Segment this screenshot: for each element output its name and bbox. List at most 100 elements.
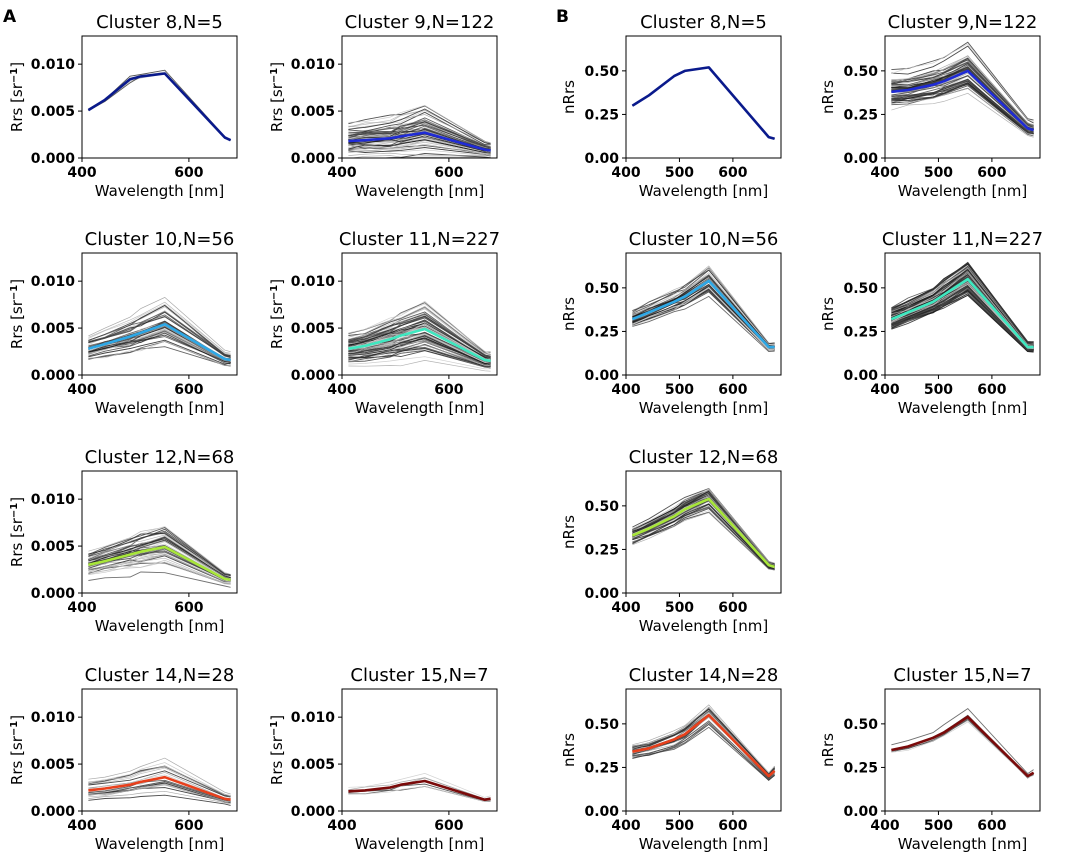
spectra-lines <box>631 265 775 352</box>
axes-frame <box>81 35 238 159</box>
mean-spectrum-line <box>891 715 1035 778</box>
mean-spectrum-line <box>348 779 491 802</box>
mean-spectrum-line <box>88 545 231 582</box>
spectrum-line <box>891 41 1034 121</box>
y-tick-label: 0.010 <box>291 57 336 73</box>
spectrum-line <box>348 139 491 154</box>
subplot-title: Cluster 10,N=56 <box>85 229 235 250</box>
spectrum-line <box>348 157 351 158</box>
x-tick-label: 600 <box>977 382 1006 398</box>
y-tick-label: 0.50 <box>584 281 619 297</box>
spectrum-line <box>88 539 231 579</box>
subplot-a-cluster-15: 400 600 0.000 0.005 0.010 Cluster 15,N=7 Wavel… <box>268 665 498 853</box>
x-tick-label: 400 <box>870 165 899 181</box>
x-axis-label: Wavelength [nm] <box>898 399 1028 417</box>
y-tick-label: 0.005 <box>291 757 335 773</box>
spectrum-line <box>632 707 775 775</box>
spectra-lines <box>632 704 776 782</box>
spectrum-line <box>88 540 231 579</box>
subplot-title: Cluster 15,N=7 <box>893 665 1031 686</box>
x-tick-label: 600 <box>174 165 203 181</box>
x-tick-label: 400 <box>870 818 899 834</box>
x-axis-label: Wavelength [nm] <box>95 399 225 417</box>
spectrum-line <box>632 67 775 140</box>
y-tick-label: 0.010 <box>291 710 336 726</box>
x-axis-label: Wavelength [nm] <box>355 835 485 853</box>
spectrum-line <box>348 307 491 357</box>
mean-spectrum-line <box>890 277 1034 349</box>
spectrum-line <box>632 505 775 569</box>
spectra-lines <box>891 708 1035 779</box>
spectrum-line <box>891 261 1034 344</box>
y-tick-label: 0.005 <box>31 321 75 337</box>
x-tick-label: 600 <box>434 382 463 398</box>
subplot-b-cluster-8: 400 500 600 0.00 0.25 0.50 Cluster 8,N=5 Wavele… <box>560 12 782 200</box>
mean-spectrum-line <box>632 713 776 778</box>
spectrum-line <box>88 73 231 141</box>
spectrum-line <box>348 141 491 155</box>
subplot-b-cluster-14: 400 500 600 0.00 0.25 0.50 Cluster 14,N=28 Wave… <box>560 665 782 853</box>
x-tick-label: 600 <box>174 382 203 398</box>
spectrum-line <box>348 786 491 802</box>
spectrum-line <box>632 67 775 140</box>
x-tick-label: 600 <box>174 600 203 616</box>
x-tick-label: 400 <box>67 818 96 834</box>
subplot-title: Cluster 9,N=122 <box>888 12 1038 33</box>
spectrum-line <box>348 121 491 148</box>
spectrum-line <box>632 503 775 570</box>
subplot-a-cluster-11: 400 600 0.000 0.005 0.010 Cluster 11,N=227 Wav… <box>268 229 500 417</box>
x-tick-label: 400 <box>327 818 356 834</box>
y-axis-label: nRrs <box>560 297 578 331</box>
y-axis-label: nRrs <box>819 297 837 331</box>
spectrum-line <box>891 57 1034 127</box>
x-tick-label: 400 <box>67 382 96 398</box>
y-tick-label: 0.50 <box>843 281 878 297</box>
y-tick-label: 0.00 <box>584 151 619 167</box>
y-tick-label: 0.25 <box>843 760 878 776</box>
y-tick-label: 0.25 <box>584 107 619 123</box>
subplot-title: Cluster 8,N=5 <box>96 12 223 33</box>
mean-spectrum-line <box>631 497 775 569</box>
y-axis-label: nRrs <box>560 80 578 114</box>
axes-frame <box>341 35 498 159</box>
spectra-lines <box>348 300 491 372</box>
spectrum-line <box>632 287 775 351</box>
spectrum-line <box>632 66 775 140</box>
spectrum-line <box>632 286 775 351</box>
spectrum-line <box>632 704 775 774</box>
x-tick-label: 400 <box>611 818 640 834</box>
spectrum-line <box>348 350 491 369</box>
x-tick-label: 600 <box>718 818 747 834</box>
y-tick-label: 0.50 <box>843 717 878 733</box>
spectrum-line <box>632 505 775 570</box>
spectrum-line <box>88 527 231 576</box>
spectra-lines <box>348 773 491 802</box>
spectrum-line <box>348 356 491 370</box>
y-axis-label: nRrs <box>560 515 578 549</box>
spectrum-line <box>88 538 231 579</box>
spectrum-line <box>891 294 1034 353</box>
spectrum-line <box>632 488 775 564</box>
spectrum-line <box>88 334 231 363</box>
x-tick-label: 400 <box>611 165 640 181</box>
subplot-b-cluster-15: 400 500 600 0.00 0.25 0.50 Cluster 15,N=7 Wavel… <box>819 665 1041 853</box>
subplot-a-cluster-8: 400 600 0.000 0.005 0.010 Cluster 8,N=5 Wavele… <box>8 12 238 200</box>
x-axis-label: Wavelength [nm] <box>898 835 1028 853</box>
spectrum-line <box>348 124 491 148</box>
y-tick-label: 0.005 <box>291 321 335 337</box>
x-tick-label: 400 <box>611 382 640 398</box>
mean-spectrum-line <box>631 66 775 141</box>
spectrum-line <box>632 295 775 352</box>
x-tick-label: 500 <box>665 818 694 834</box>
y-tick-label: 0.005 <box>31 104 75 120</box>
spectrum-line <box>632 507 775 570</box>
y-axis-label: Rrs [sr−1] <box>8 279 26 349</box>
y-axis-label: Rrs [sr−1] <box>268 62 286 132</box>
axes-frame <box>81 470 238 594</box>
spectrum-line <box>891 262 1034 343</box>
y-tick-label: 0.00 <box>584 368 619 384</box>
subplot-title: Cluster 9,N=122 <box>345 12 495 33</box>
y-axis-label: nRrs <box>819 80 837 114</box>
subplot-b-cluster-9: 400 500 600 0.00 0.25 0.50 Cluster 9,N=122 Wave… <box>819 12 1041 200</box>
y-tick-label: 0.25 <box>584 542 619 558</box>
